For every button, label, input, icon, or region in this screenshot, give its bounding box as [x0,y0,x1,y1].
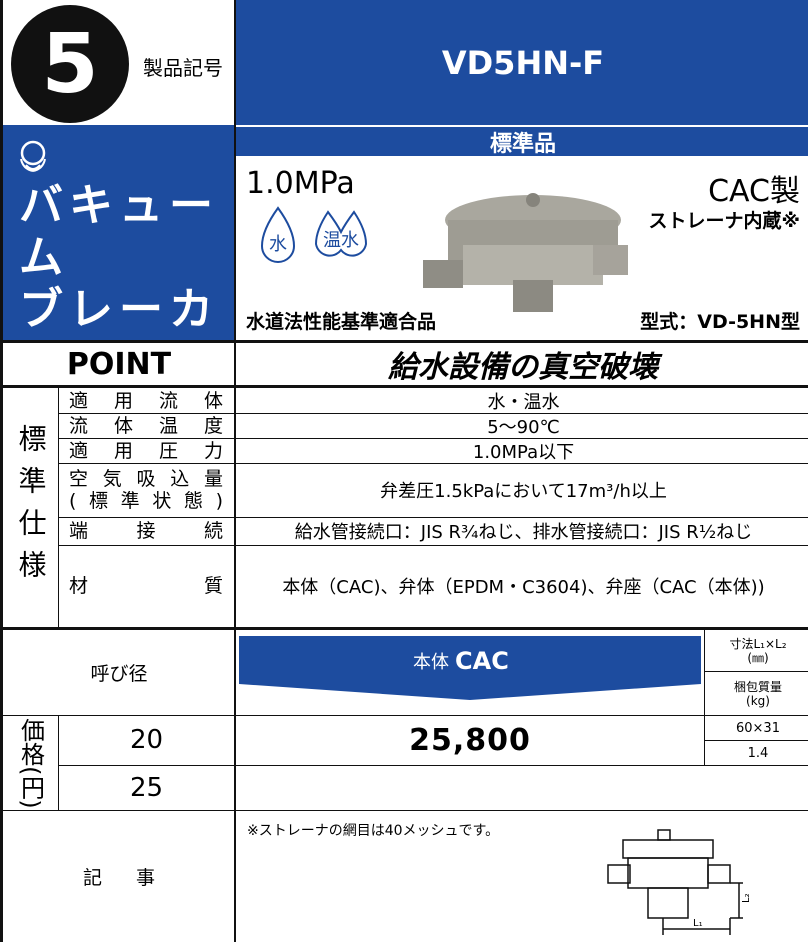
number-badge: 5 [11,5,129,123]
header-line: (kg) [746,693,770,708]
spec-value: 1.0MPa以下 [472,441,575,463]
spec-label: 適用圧力 [69,438,223,463]
model: 型式：VD-5HN型 [640,311,800,333]
notes-text: ※ストレーナの網目は40メッシュです。 [247,823,500,839]
media-icons: 水 温水 [260,206,368,263]
product-name: バキューム ブレーカ [19,180,235,336]
size: 20 [129,725,164,755]
row-divider [59,413,808,414]
spec-group-label: 標準仕様 [14,423,48,592]
weight: 1.4 [747,745,769,761]
media-icon: 水 [269,234,287,255]
body-banner: 本体 CAC [239,636,701,700]
row-divider [59,545,808,546]
row-divider [59,438,808,439]
spec-value: 5～90℃ [487,416,560,438]
size-header: 呼び径 [90,663,148,685]
spec-label-line: 適用圧力 [69,439,223,462]
notes-label: 記事 [82,867,189,889]
dimensions: 60×31 [736,720,780,736]
spec-label-line: 流体温度 [69,414,223,437]
spec-value: 水・温水 [487,391,560,413]
spec-label: 空気吸込量 (標準状態) [69,463,223,517]
spec-label: 流体温度 [69,413,223,438]
product-code: VD5HN-F [235,0,808,125]
spec-label-line: (標準状態) [69,490,223,512]
name-line: バキューム [19,180,219,283]
name-line: ブレーカ [19,284,219,335]
body-label: 本体 [413,652,449,673]
spec-value: 弁差圧1.5kPaにおいて17m³/h以上 [380,481,667,502]
diagram-label: L₁ [693,918,703,929]
header-line: (㎜) [747,650,769,665]
spec-label-line: 適用流体 [69,389,223,412]
spec-label: 適用流体 [69,388,223,413]
feature: ストレーナ内蔵※ [648,210,800,232]
header-line: 寸法L₁×L₂ [729,636,787,651]
weight-header: 梱包質量 (kg) [705,672,808,715]
header-line: 梱包質量 [733,679,782,694]
dimension-diagram: L₂ L₁ [607,829,752,935]
spec-label: 材質 [69,545,223,627]
spec-label-line: 材質 [69,575,223,597]
product-image [423,193,628,312]
price-side-label: 価格(円) [16,717,45,809]
category: 標準品 [235,126,808,157]
media-icon: 温水 [323,230,359,251]
diagram-label: L₂ [741,893,752,903]
dimension-header: 寸法L₁×L₂ (㎜) [705,630,808,671]
point-label: POINT [66,346,172,382]
price: 25,800 [409,722,531,758]
row-divider [59,517,808,518]
size: 25 [129,773,164,803]
pressure: 1.0MPa [246,166,355,201]
certification: 水道法性能基準適合品 [246,311,437,333]
row-divider [59,463,808,464]
point-text: 給水設備の真空破壊 [388,350,658,385]
spec-value: 給水管接続口：JIS R¾ねじ、排水管接続口：JIS R½ねじ [294,522,753,543]
spec-label: 端接続 [69,517,223,545]
eco-icon [20,140,46,172]
body-material: CAC [455,647,509,675]
code-label: 製品記号 [143,56,223,80]
spec-label-line: 端接続 [69,520,223,542]
spec-value: 本体（CAC)、弁体（EPDM・C3604)、弁座（CAC（本体)) [282,577,765,598]
name-panel: バキューム ブレーカ [3,125,235,340]
material: CAC製 [708,174,800,209]
spec-label-line: 空気吸込量 [69,468,223,490]
